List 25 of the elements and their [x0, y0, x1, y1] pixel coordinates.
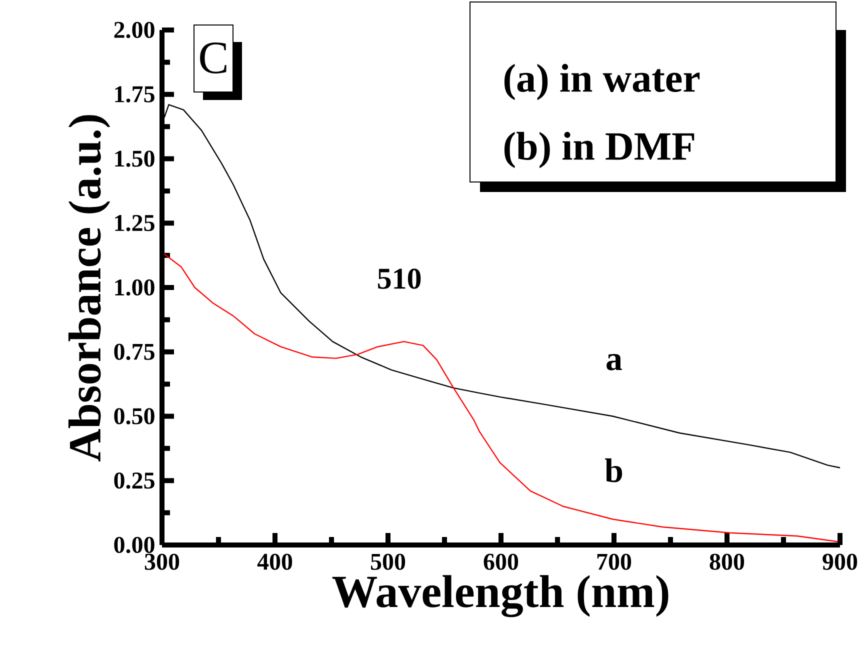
annotation: C	[200, 42, 226, 74]
x-tick-label: 300	[144, 554, 180, 570]
x-axis-title: Wavelength (nm)	[332, 575, 668, 618]
line-series	[164, 253, 838, 542]
x-tick-label: 900	[822, 554, 858, 570]
y-tick-label: 0.50	[114, 408, 154, 424]
y-tick-label: 1.25	[115, 215, 154, 232]
series-label: b	[604, 458, 622, 482]
annotation: (b) in DMF	[504, 132, 694, 168]
series-label: a	[606, 354, 622, 370]
x-tick-label: 700	[597, 554, 632, 570]
y-tick-label: 1.75	[115, 86, 154, 102]
x-tick-label: 400	[257, 554, 292, 570]
annotation: 510	[378, 268, 421, 289]
y-tick-label: 0.25	[114, 472, 154, 489]
y-tick-label: 1.00	[115, 279, 154, 296]
y-tick-label: 1.50	[115, 150, 154, 167]
y-axis-title: Absorbance (a.u.)	[68, 115, 110, 462]
x-tick-label: 800	[710, 554, 744, 570]
y-tick-label: 0.75	[114, 344, 154, 360]
y-tick-label: 2.00	[114, 22, 154, 38]
x-tick-label: 600	[484, 554, 518, 570]
annotation: (a) in water	[504, 64, 700, 100]
x-tick-label: 500	[370, 554, 406, 570]
y-tick-label: 0.00	[114, 536, 154, 554]
